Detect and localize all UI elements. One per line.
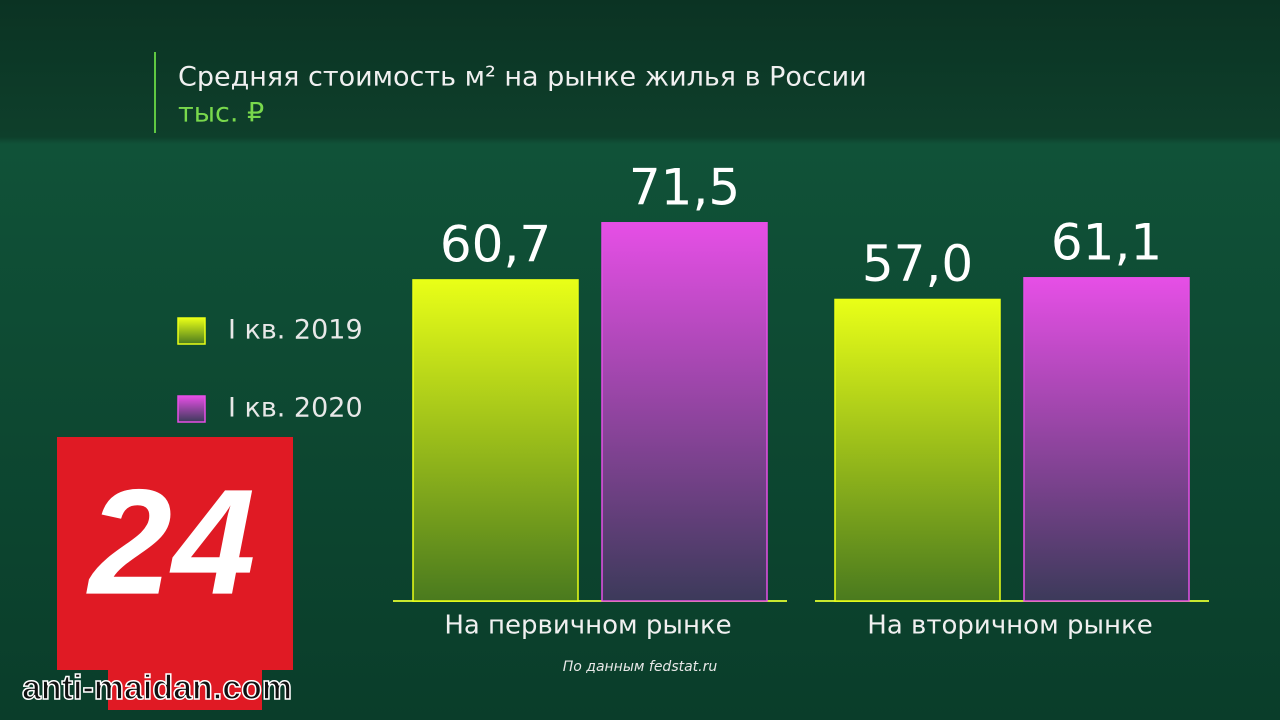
x-tick-label: На первичном рынке xyxy=(444,611,731,641)
logo: 24 xyxy=(86,458,256,626)
source: По данным fedstat.ru xyxy=(563,659,718,675)
value-label: 57,0 xyxy=(862,235,973,293)
legend-label: I кв. 2020 xyxy=(228,393,363,424)
legend-swatch xyxy=(177,317,206,345)
bar xyxy=(1023,277,1190,602)
value-label: 60,7 xyxy=(440,215,551,273)
value-label: 61,1 xyxy=(1051,213,1162,271)
watermark: anti-maidan.com xyxy=(22,669,292,707)
chart-title: Средняя стоимость м² на рынке жилья в Ро… xyxy=(178,62,867,93)
bar xyxy=(412,279,579,602)
legend-swatch xyxy=(177,395,206,423)
x-tick-label: На вторичном рынке xyxy=(867,611,1152,641)
watermark-box xyxy=(108,655,262,710)
legend-label: I кв. 2019 xyxy=(228,315,363,346)
bar xyxy=(834,298,1001,602)
chart-subtitle: тыс. ₽ xyxy=(178,98,264,129)
value-label: 71,5 xyxy=(629,158,740,216)
bar xyxy=(601,222,768,602)
logo-box xyxy=(57,437,293,670)
